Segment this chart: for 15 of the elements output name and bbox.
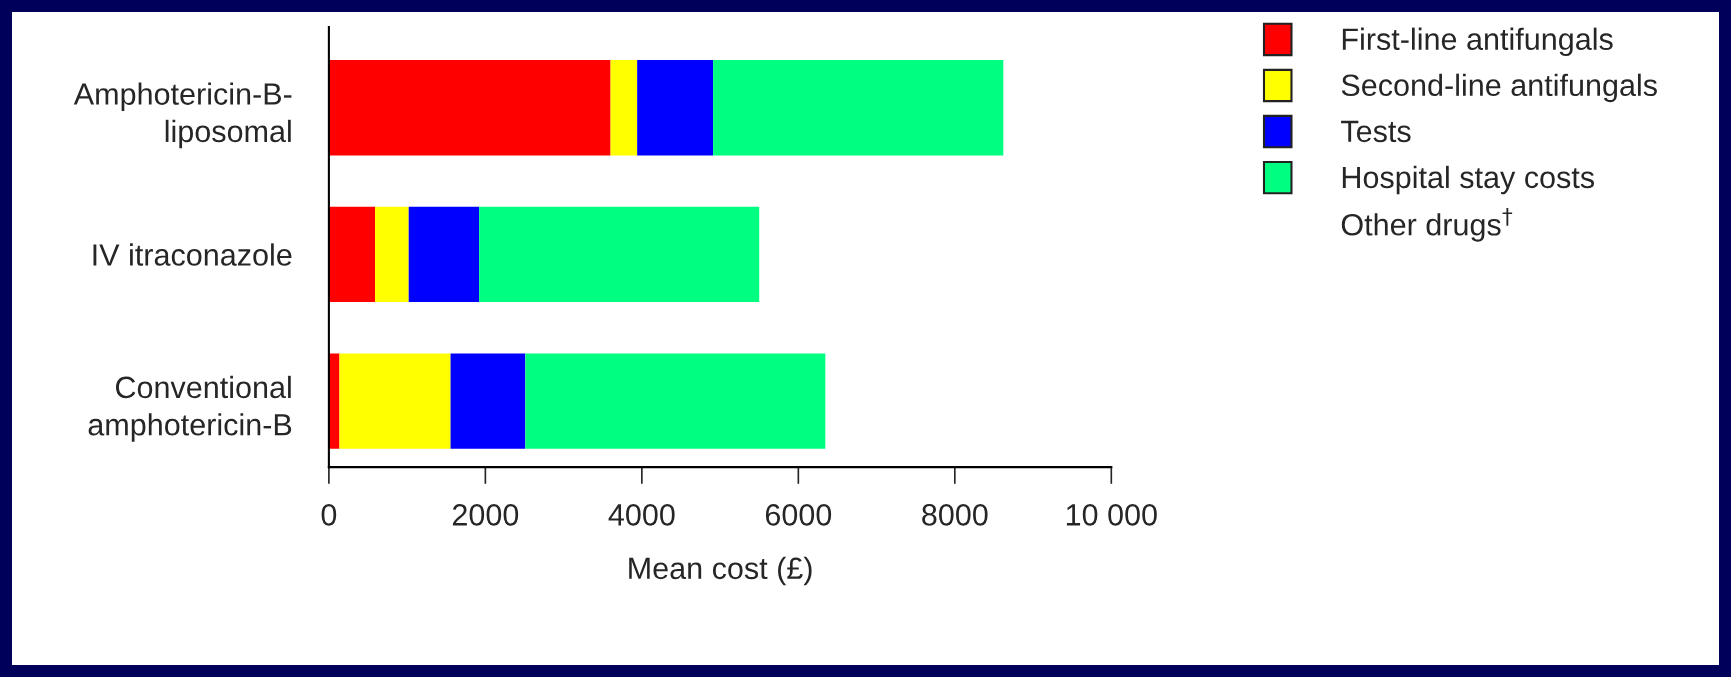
legend-label: Second-line antifungals — [1341, 73, 1657, 103]
x-tick-label: 4000 — [608, 504, 675, 526]
x-tick-label: 8000 — [922, 504, 988, 526]
y-tick-label: Amphotericin-B- liposomal — [73, 82, 292, 149]
x-axis-title: Mean cost (£) — [629, 556, 812, 586]
x-tick-label: 6000 — [765, 504, 832, 526]
legend-label: First-line antifungals — [1342, 27, 1613, 57]
text: Other drugs$^{†}$ — [1341, 208, 1513, 242]
y-tick-label: Conventional amphotericin-B — [88, 375, 292, 442]
x-tick-label: 0 — [321, 504, 337, 526]
x-tick-label: 10 000 — [1066, 504, 1157, 526]
x-tick-label: 2000 — [452, 504, 519, 526]
legend-label: Tests — [1341, 120, 1411, 143]
legend-label: Hospital stay costs — [1342, 165, 1594, 195]
y-tick-label: IV itraconazole — [93, 243, 292, 266]
